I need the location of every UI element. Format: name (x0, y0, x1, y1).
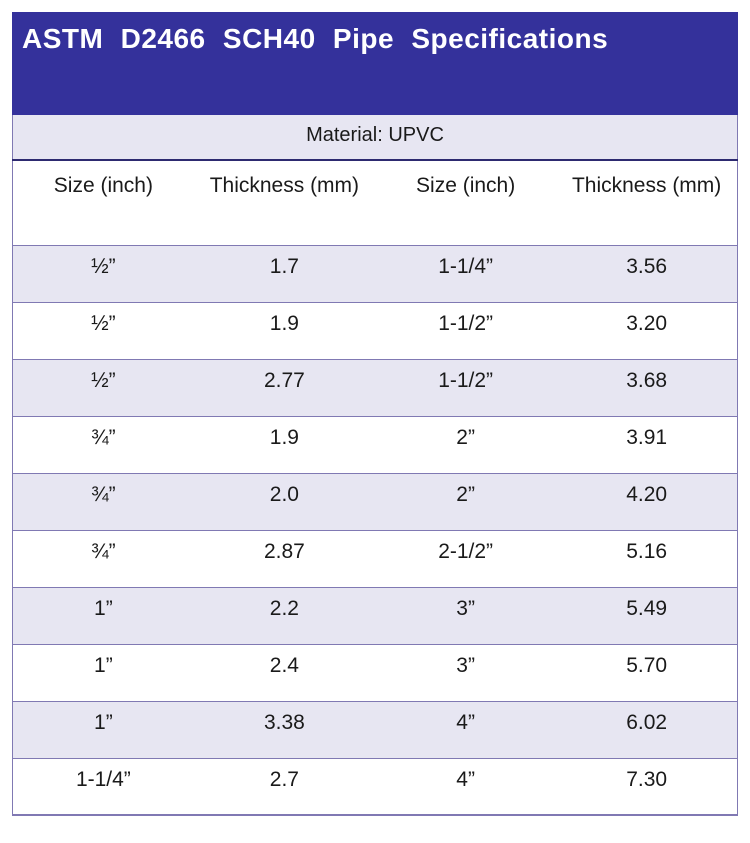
thickness-cell: 5.16 (626, 539, 668, 563)
column-header-thickness-1: Thickness (mm) (193, 160, 375, 246)
size-cell: 4” (456, 710, 475, 734)
spec-sheet: ASTM D2466 SCH40 Pipe Specifications Mat… (12, 12, 738, 816)
thickness-cell: 1.7 (269, 254, 299, 278)
table-row: ½” 1.9 1-1/2” 3.20 (12, 302, 738, 359)
size-cell: 2” (456, 482, 475, 506)
thickness-cell: 1.9 (269, 425, 299, 449)
spec-table-body: ½” 1.7 1-1/4” 3.56 ½” 1.9 1-1/2” 3.20 ½” 2.77 1-1/… (12, 245, 738, 815)
pipe-spec-table: Material: UPVC Size (inch) Thickness (mm… (12, 115, 738, 816)
thickness-cell: 3.68 (626, 368, 668, 392)
size-cell: ½” (91, 311, 116, 335)
table-row: ½” 1.7 1-1/4” 3.56 (12, 245, 738, 302)
thickness-cell: 3.38 (263, 710, 305, 734)
table-row: ¾” 2.87 2-1/2” 5.16 (12, 530, 738, 587)
thickness-cell: 5.49 (626, 596, 668, 620)
size-cell: 1-1/4” (75, 767, 131, 791)
table-row: ¾” 2.0 2” 4.20 (12, 473, 738, 530)
material-row: Material: UPVC (12, 115, 738, 161)
size-cell: 2” (456, 425, 475, 449)
thickness-cell: 3.56 (626, 254, 668, 278)
thickness-cell: 2.77 (263, 368, 305, 392)
column-header-size-1: Size (inch) (12, 160, 194, 246)
column-header-row: Size (inch) Thickness (mm) Size (inch) T… (12, 160, 738, 246)
table-row: 1-1/4” 2.7 4” 7.30 (12, 758, 738, 815)
size-cell: 1” (94, 653, 113, 677)
thickness-cell: 5.70 (626, 653, 668, 677)
size-cell: 3” (456, 596, 475, 620)
size-cell: 2-1/2” (438, 539, 494, 563)
table-row: ¾” 1.9 2” 3.91 (12, 416, 738, 473)
thickness-cell: 3.91 (626, 425, 668, 449)
thickness-cell: 2.0 (269, 482, 299, 506)
size-cell: 4” (456, 767, 475, 791)
table-row: 1” 2.2 3” 5.49 (12, 587, 738, 644)
table-row: 1” 2.4 3” 5.70 (12, 644, 738, 701)
thickness-cell: 6.02 (626, 710, 668, 734)
thickness-cell: 2.2 (269, 596, 299, 620)
table-row: 1” 3.38 4” 6.02 (12, 701, 738, 758)
size-cell: 1-1/4” (438, 254, 494, 278)
size-cell: 1-1/2” (438, 311, 494, 335)
thickness-cell: 1.9 (269, 311, 299, 335)
size-cell: 1” (94, 710, 113, 734)
size-cell: ½” (91, 254, 116, 278)
thickness-cell: 3.20 (626, 311, 668, 335)
thickness-cell: 2.7 (269, 767, 299, 791)
thickness-cell: 4.20 (626, 482, 668, 506)
size-cell: 1-1/2” (438, 368, 494, 392)
page-title: ASTM D2466 SCH40 Pipe Specifications (22, 23, 609, 54)
column-header-thickness-2: Thickness (mm) (556, 160, 738, 246)
size-cell: ¾” (91, 539, 116, 563)
column-header-size-2: Size (inch) (375, 160, 557, 246)
size-cell: 3” (456, 653, 475, 677)
size-cell: ¾” (91, 425, 116, 449)
size-cell: ½” (91, 368, 116, 392)
thickness-cell: 2.4 (269, 653, 299, 677)
size-cell: 1” (94, 596, 113, 620)
thickness-cell: 7.30 (626, 767, 668, 791)
thickness-cell: 2.87 (263, 539, 305, 563)
title-banner: ASTM D2466 SCH40 Pipe Specifications (12, 12, 738, 115)
table-row: ½” 2.77 1-1/2” 3.68 (12, 359, 738, 416)
size-cell: ¾” (91, 482, 116, 506)
material-label: Material: UPVC (12, 115, 738, 161)
